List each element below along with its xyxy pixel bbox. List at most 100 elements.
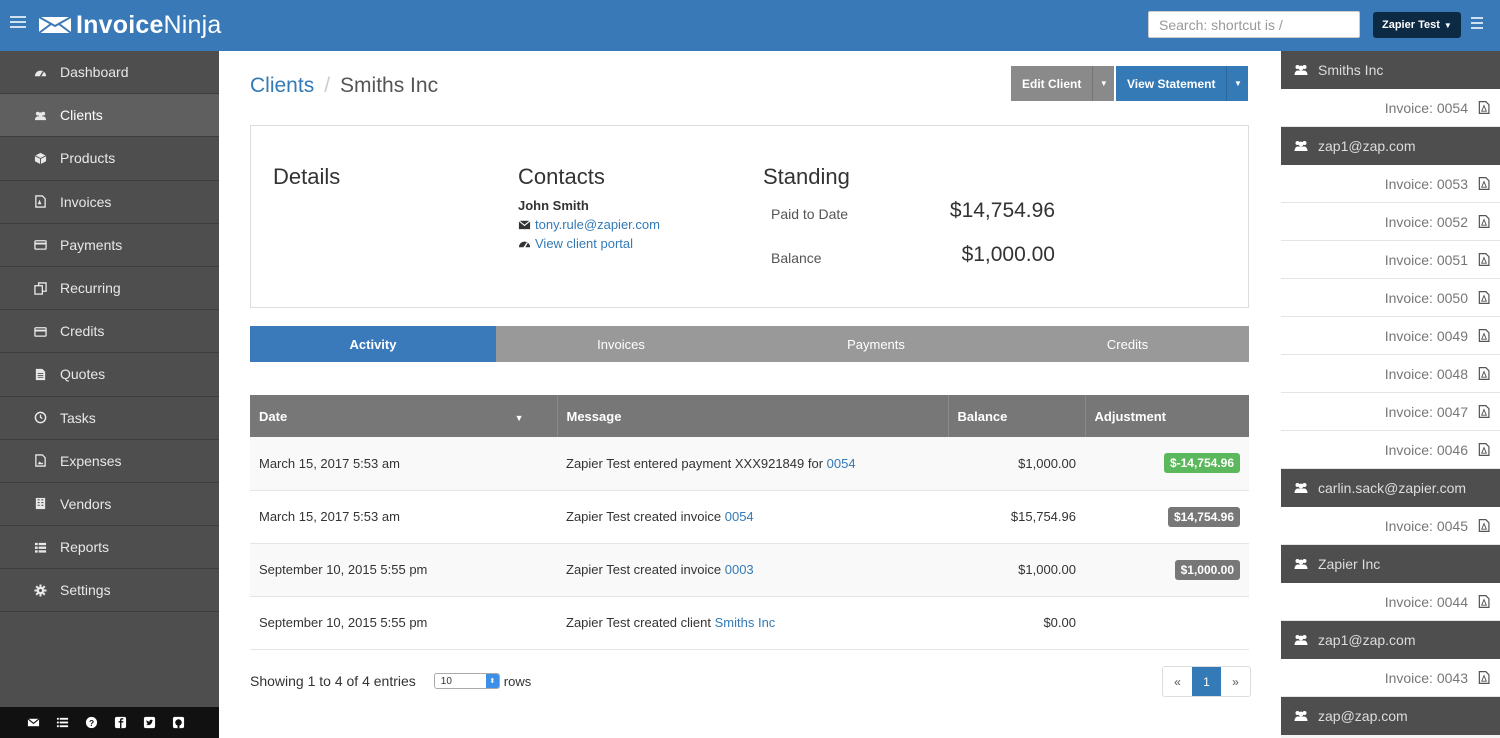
column-header-adjustment[interactable]: Adjustment <box>1085 395 1249 437</box>
list-icon <box>33 540 47 554</box>
sidebar-item-reports[interactable]: Reports <box>0 526 219 570</box>
tab-invoices[interactable]: Invoices <box>597 336 645 352</box>
recent-invoice-item[interactable]: Invoice: 0043 <box>1281 659 1500 697</box>
recent-invoice-item[interactable]: Invoice: 0050 <box>1281 279 1500 317</box>
view-statement-dropdown-icon[interactable]: ▼ <box>1226 66 1249 101</box>
tab-payments[interactable]: Payments <box>847 336 905 352</box>
recent-invoice-label: Invoice: 0053 <box>1384 175 1468 192</box>
balance-value: $1,000.00 <box>961 243 1055 266</box>
user-menu-button[interactable]: Zapier Test ▼ <box>1373 12 1461 38</box>
list-icon[interactable] <box>56 716 69 729</box>
main-content: Clients / Smiths Inc Edit Client ▼ View St… <box>219 51 1281 738</box>
recent-invoice-item[interactable]: Invoice: 0046 <box>1281 431 1500 469</box>
cell-message: Zapier Test entered payment XXX921849 fo… <box>557 437 948 491</box>
file-pdf-icon <box>1478 177 1490 190</box>
message-link[interactable]: 0003 <box>724 562 754 577</box>
pagination: « 1 » <box>1162 666 1251 697</box>
paid-to-date-value: $14,754.96 <box>949 199 1055 222</box>
recent-client-item[interactable]: zap1@zap.com <box>1281 127 1500 165</box>
message-text: Zapier Test created invoice <box>566 562 725 577</box>
column-header-date[interactable]: Date ▼ <box>250 395 558 437</box>
sidebar-item-invoices[interactable]: Invoices <box>0 181 219 224</box>
recent-invoice-item[interactable]: Invoice: 0054 <box>1281 89 1500 127</box>
message-link[interactable]: Smiths Inc <box>714 615 776 630</box>
sidebar-item-dashboard[interactable]: Dashboard <box>0 51 219 95</box>
recent-invoice-item[interactable]: Invoice: 0049 <box>1281 317 1500 355</box>
client-portal-link[interactable]: View client portal <box>518 236 633 251</box>
edit-client-dropdown-icon[interactable]: ▼ <box>1092 66 1115 101</box>
recent-invoice-item[interactable]: Invoice: 0047 <box>1281 393 1500 431</box>
sidebar-item-tasks[interactable]: Tasks <box>0 397 219 440</box>
recent-invoice-item[interactable]: Invoice: 0053 <box>1281 165 1500 203</box>
pagination-prev[interactable]: « <box>1174 674 1181 689</box>
app-logo[interactable]: InvoiceNinja <box>38 10 222 40</box>
svg-text:?: ? <box>89 718 94 728</box>
building-icon <box>33 497 47 511</box>
sidebar-item-settings[interactable]: Settings <box>0 569 219 613</box>
recent-invoice-item[interactable]: Invoice: 0044 <box>1281 583 1500 621</box>
table-row: March 15, 2017 5:53 am Zapier Test create… <box>250 490 1249 544</box>
users-icon <box>1294 559 1308 569</box>
envelope-icon <box>518 220 531 230</box>
recent-client-item[interactable]: zap1@zap.com <box>1281 621 1500 659</box>
recent-invoice-item[interactable]: Invoice: 0052 <box>1281 203 1500 241</box>
file-pdf-icon <box>1478 367 1490 380</box>
recent-client-item[interactable]: zap@zap.com <box>1281 697 1500 735</box>
recent-invoice-item[interactable]: Invoice: 0051 <box>1281 241 1500 279</box>
recent-client-item[interactable]: Smiths Inc <box>1281 51 1500 89</box>
cell-message: Zapier Test created invoice 0054 <box>557 490 948 544</box>
search-input[interactable] <box>1148 11 1360 38</box>
rows-per-page-select[interactable]: 10 ⬍ <box>433 673 500 689</box>
menu-toggle-icon[interactable] <box>10 16 26 30</box>
message-text: Zapier Test created client <box>566 615 715 630</box>
recent-history-sidebar: Smiths Inc Invoice: 0054 zap1@zap.com Invoi… <box>1281 51 1500 738</box>
recent-invoice-item[interactable]: Invoice: 0048 <box>1281 355 1500 393</box>
left-sidebar: Dashboard Clients Products Invoices Payments… <box>0 51 219 738</box>
tab-credits[interactable]: Credits <box>1106 336 1149 352</box>
table-row: March 15, 2017 5:53 am Zapier Test entere… <box>250 437 1249 491</box>
edit-client-button[interactable]: Edit Client <box>1011 66 1093 101</box>
recent-client-item[interactable]: carlin.sack@zapier.com <box>1281 469 1500 507</box>
twitter-icon[interactable] <box>143 716 156 729</box>
sidebar-item-payments[interactable]: Payments <box>0 224 219 267</box>
facebook-icon[interactable] <box>114 716 127 729</box>
recent-invoice-label: Invoice: 0047 <box>1384 403 1468 420</box>
sidebar-item-quotes[interactable]: Quotes <box>0 353 219 397</box>
users-icon <box>1294 483 1308 493</box>
tab-activity[interactable]: Activity <box>250 326 496 362</box>
message-link[interactable]: 0054 <box>724 509 754 524</box>
users-icon <box>1294 141 1308 151</box>
sidebar-item-label: Payments <box>60 236 123 253</box>
recent-invoice-label: Invoice: 0051 <box>1384 251 1468 268</box>
sidebar-item-recurring[interactable]: Recurring <box>0 267 219 311</box>
cube-icon <box>33 151 47 165</box>
sidebar-item-expenses[interactable]: Expenses <box>0 440 219 483</box>
image-icon <box>33 454 47 468</box>
sidebar-item-vendors[interactable]: Vendors <box>0 483 219 527</box>
contact-email-link[interactable]: tony.rule@zapier.com <box>518 217 660 232</box>
file-pdf-icon <box>1478 595 1490 608</box>
file-pdf-icon <box>1478 101 1490 114</box>
recent-invoice-label: Invoice: 0048 <box>1384 365 1468 382</box>
breadcrumb-clients-link[interactable]: Clients <box>250 74 315 97</box>
cell-date: March 15, 2017 5:53 am <box>250 490 557 544</box>
message-text: Zapier Test created invoice <box>566 509 725 524</box>
recent-client-item[interactable]: Zapier Inc <box>1281 545 1500 583</box>
sidebar-item-credits[interactable]: Credits <box>0 310 219 354</box>
pagination-next[interactable]: » <box>1232 674 1239 689</box>
sidebar-item-clients[interactable]: Clients <box>0 94 219 138</box>
mail-icon[interactable] <box>27 716 40 729</box>
column-header-message[interactable]: Message <box>557 395 949 437</box>
message-link[interactable]: 0054 <box>826 455 856 471</box>
column-header-balance[interactable]: Balance <box>948 395 1086 437</box>
sidebar-item-products[interactable]: Products <box>0 137 219 181</box>
help-icon[interactable]: ? <box>85 716 98 729</box>
breadcrumb-current: Smiths Inc <box>340 74 439 97</box>
right-sidebar-toggle-icon[interactable] <box>1471 17 1483 32</box>
recent-invoice-item[interactable]: Invoice: 0045 <box>1281 507 1500 545</box>
github-icon[interactable] <box>172 716 185 729</box>
view-statement-button[interactable]: View Statement <box>1116 66 1227 101</box>
sidebar-item-label: Reports <box>60 539 110 556</box>
pagination-page-1[interactable]: 1 <box>1192 667 1221 696</box>
table-row: September 10, 2015 5:55 pm Zapier Test cr… <box>250 543 1249 597</box>
